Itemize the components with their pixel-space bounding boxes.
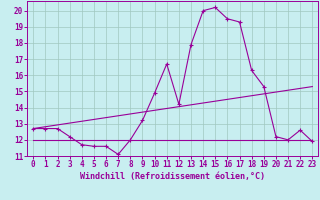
X-axis label: Windchill (Refroidissement éolien,°C): Windchill (Refroidissement éolien,°C) [80,172,265,181]
